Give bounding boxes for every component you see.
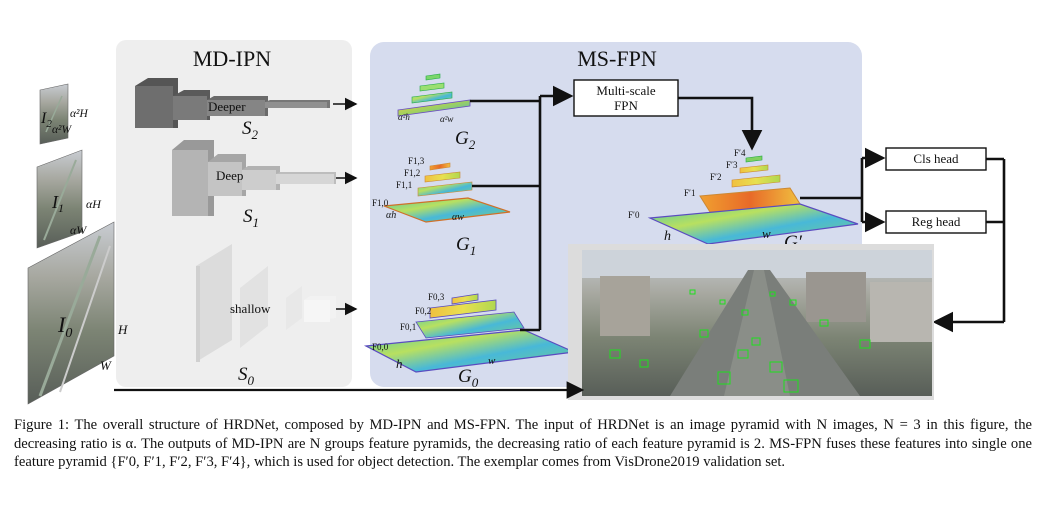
- md-ipn-title: MD-IPN: [193, 46, 271, 71]
- subnet-s1-blocks: [172, 140, 336, 216]
- pyramid-merge-connector: [470, 96, 542, 332]
- cls-head-label: Cls head: [913, 151, 959, 166]
- g2-label: G2: [455, 128, 476, 152]
- pyramid-g1: [383, 162, 511, 223]
- output-detection-image: [568, 244, 934, 400]
- g1-label: G1: [456, 234, 476, 258]
- s2-block-label: Deeper: [208, 99, 246, 114]
- i0-h-label: H: [117, 322, 128, 337]
- g0-level-0: F0,0: [372, 342, 389, 352]
- input-image-i1: [36, 149, 83, 249]
- gprime-level-4: F′4: [734, 148, 746, 158]
- input-image-i2: [39, 83, 69, 145]
- g1-level-2: F1,2: [404, 168, 420, 178]
- g0-level-1: F0,1: [400, 322, 416, 332]
- gprime-level-0: F′0: [628, 210, 640, 220]
- g1-level-0: F1,0: [372, 198, 389, 208]
- fpn-box-line1: Multi-scale: [596, 83, 655, 98]
- g2-w-label: α²w: [440, 114, 453, 124]
- ms-fpn-title: MS-FPN: [577, 46, 657, 71]
- i2-label: I2: [40, 110, 52, 130]
- g0-level-3: F0,3: [428, 292, 445, 302]
- gprime-h-label: h: [664, 229, 671, 244]
- s0-label: S0: [238, 364, 255, 388]
- s1-block-label: Deep: [216, 168, 243, 183]
- architecture-diagram: MD-IPN MS-FPN I2 α²H α²W I1 αH αW I0 H W…: [27, 40, 1006, 405]
- input-image-i0: [27, 221, 115, 405]
- pyramid-gprime: [647, 155, 859, 245]
- g1-w-label: αw: [452, 212, 464, 223]
- g0-w-label: w: [488, 355, 496, 367]
- i2-h-label: α²H: [70, 108, 88, 120]
- g1-level-1: F1,1: [396, 180, 412, 190]
- pyramid-g2: [397, 73, 471, 117]
- heads-to-output-connector: [986, 157, 1006, 322]
- fpn-box-line2: FPN: [614, 98, 638, 113]
- figure-caption: Figure 1: The overall structure of HRDNe…: [14, 417, 1032, 470]
- gprime-level-2: F′2: [710, 172, 721, 182]
- gprime-level-1: F′1: [684, 188, 695, 198]
- fpn-to-gprime-arrow: [678, 96, 763, 151]
- gprime-w-label: w: [762, 226, 771, 241]
- gprime-level-3: F′3: [726, 160, 738, 170]
- i1-h-label: αH: [86, 197, 102, 211]
- reg-head-label: Reg head: [912, 214, 961, 229]
- g0-label: G0: [458, 366, 479, 390]
- i1-w-label: αW: [70, 223, 87, 237]
- gprime-to-heads-connector: [800, 158, 864, 222]
- g1-level-3: F1,3: [408, 156, 425, 166]
- g0-h-label: h: [396, 356, 403, 371]
- i0-w-label: W: [100, 358, 112, 373]
- subnet-s2-blocks: [135, 78, 330, 128]
- i0-label: I0: [57, 312, 72, 341]
- g2-h-label: α²h: [398, 112, 410, 122]
- s0-block-label: shallow: [230, 301, 271, 316]
- g1-h-label: αh: [386, 210, 396, 221]
- subnet-s0-blocks: [196, 244, 336, 362]
- i2-w-label: α²W: [52, 124, 72, 136]
- i1-label: I1: [51, 192, 64, 215]
- g0-level-2: F0,2: [415, 306, 431, 316]
- multi-scale-fpn-box: [573, 79, 679, 117]
- s1-label: S1: [243, 206, 259, 230]
- s2-label: S2: [242, 118, 259, 142]
